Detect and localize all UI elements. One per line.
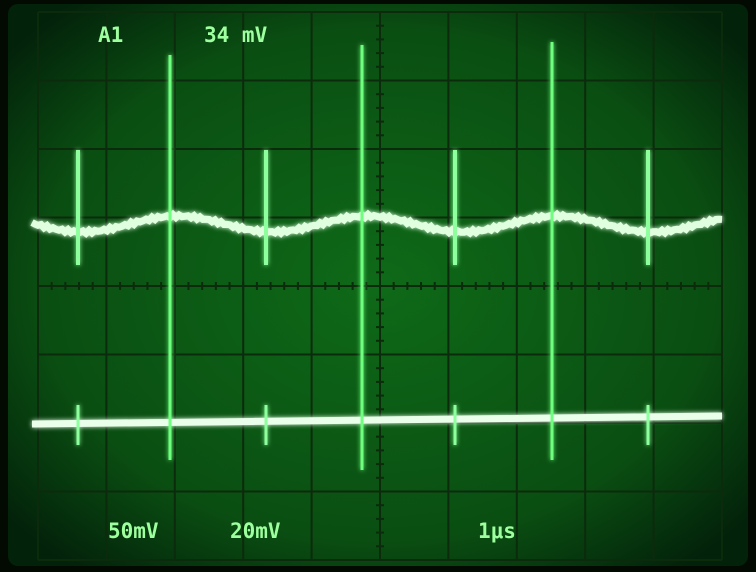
ch1-scale: 50mV [108,519,159,543]
lower-trace [31,412,723,428]
traces [30,42,723,470]
channel-label: A1 [98,23,123,47]
ch2-scale: 20mV [230,519,281,543]
timebase: 1μs [478,519,516,543]
measurement-readout: 34 mV [204,23,268,47]
upper-trace [30,209,723,239]
